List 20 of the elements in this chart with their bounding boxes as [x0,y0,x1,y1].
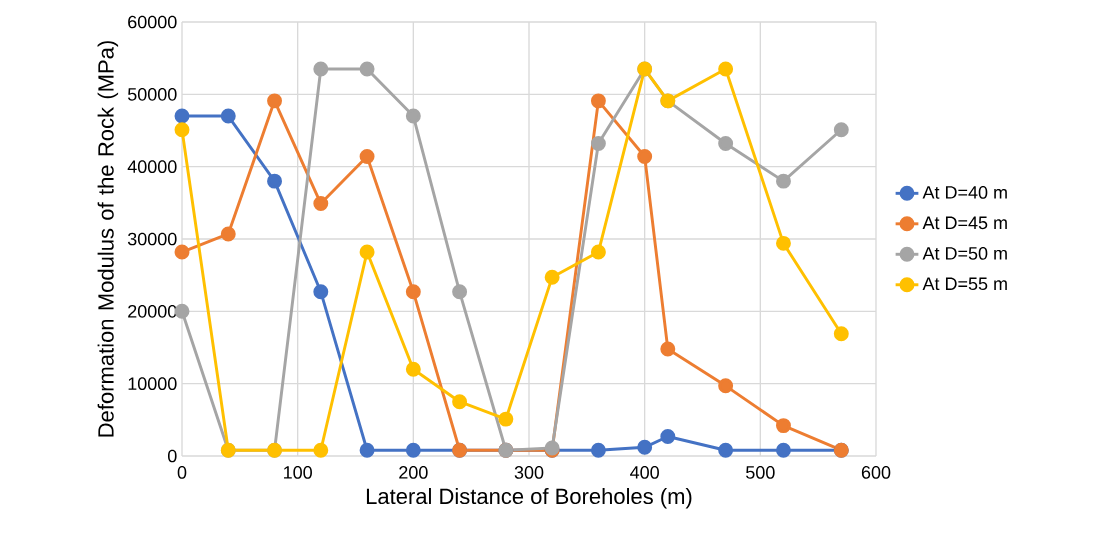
x-axis-title: Lateral Distance of Boreholes (m) [366,487,692,509]
legend-label: At D=50 m [922,247,1007,260]
x-tick-label: 400 [630,466,659,479]
y-tick-label: 0 [167,449,177,463]
x-tick-label: 500 [746,466,775,479]
y-tick-label: 30000 [127,232,177,246]
y-tick-label: 20000 [128,304,177,318]
y-tick-label: 10000 [128,377,177,391]
y-tick-label: 40000 [127,160,177,174]
legend-label: At D=55 m [922,277,1007,291]
x-tick-label: 0 [177,466,187,479]
x-tick-label: 600 [861,466,891,479]
y-tick-label: 50000 [127,87,177,101]
legend-label: At D=40 m [922,186,1007,199]
legend-label: At D=45 m [922,216,1007,230]
x-tick-label: 100 [284,466,312,479]
y-tick-label: 60000 [128,15,177,29]
y-axis-title: Deformation Modulus of the Rock (MPa) [97,41,119,437]
x-tick-label: 300 [514,466,544,479]
x-tick-label: 200 [399,466,428,479]
